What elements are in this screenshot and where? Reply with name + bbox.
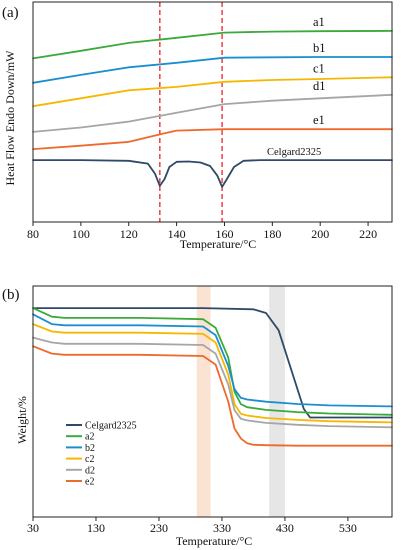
panel-a-x-axis-title: Temperature/°C — [180, 237, 257, 251]
panel-b-x-tick-label: 530 — [339, 521, 357, 535]
panel-a-plot-frame — [32, 1, 393, 223]
panel-b-label: (b) — [2, 287, 20, 303]
panel-b-legend-label-celgard2325: Celgard2325 — [85, 421, 137, 432]
panel-a-series-label-e1: e1 — [313, 113, 325, 127]
panel-a-x-tick-label: 220 — [359, 227, 377, 241]
panel-b-x-axis-title: Temperature/°C — [176, 534, 253, 548]
panel-b-highlight-band-2 — [269, 286, 285, 517]
panel-b-series-line-c2 — [32, 323, 393, 424]
panel-a-series-line-b1 — [32, 56, 393, 84]
panel-b-x-tick-label: 330 — [213, 521, 231, 535]
panel-b-x-tick-label: 430 — [276, 521, 294, 535]
panel-b-series-line-celgard2325 — [32, 307, 393, 419]
panel-b-x-tick-label: 130 — [87, 521, 105, 535]
panel-b-plot-frame — [32, 285, 393, 518]
panel-a-x-tick-label: 120 — [120, 227, 138, 241]
panel-a-y-axis-title: Heat Flow Endo Down/mW — [3, 50, 17, 186]
panel-b-legend-label-e2: e2 — [85, 477, 94, 488]
panel-a-series-label-b1: b1 — [313, 41, 326, 55]
panel-a-series-line-celgard2325 — [32, 159, 393, 188]
panel-a-x-tick-label: 200 — [311, 227, 329, 241]
panel-b-series-line-b2 — [32, 313, 393, 408]
panel-a-series-label-d1: d1 — [313, 79, 326, 93]
panel-b-y-axis-title: Weight/% — [15, 396, 29, 444]
panel-a-x-tick-label: 180 — [263, 227, 281, 241]
panel-b-tga-chart: (b) Weight/% Temperature/°C 30 130 230 330 4… — [2, 285, 393, 548]
panel-a-x-tick-label: 140 — [168, 227, 186, 241]
panel-b-legend-label-b2: b2 — [85, 443, 95, 454]
panel-b-legend-label-d2: d2 — [85, 465, 95, 476]
panel-b-x-tick-label: 230 — [150, 521, 168, 535]
panel-a-x-tick-label: 80 — [27, 227, 39, 241]
panel-a-series-line-a1 — [32, 30, 393, 60]
panel-a-series-label-a1: a1 — [313, 15, 325, 29]
panel-a-label: (a) — [2, 5, 19, 21]
panel-a-series-line-d1 — [32, 93, 393, 133]
panel-b-x-tick-label: 30 — [27, 521, 39, 535]
panel-a-series-label-celgard2325: Celgard2325 — [267, 147, 321, 158]
panel-b-highlight-band-1 — [196, 286, 211, 517]
panel-b-series-line-d2 — [32, 336, 393, 429]
panel-a-series-line-c1 — [32, 76, 393, 108]
panel-b-series-line-a2 — [32, 307, 393, 416]
panel-b-series-line-e2 — [32, 345, 393, 447]
panel-a-x-tick-label: 100 — [72, 227, 90, 241]
panel-a-x-tick-label: 160 — [215, 227, 233, 241]
panel-b-legend-label-c2: c2 — [85, 454, 94, 465]
panel-a-series-line-e1 — [32, 128, 393, 150]
panel-a-dsc-chart: (a) Heat Flow Endo Down/mW Temperature/°… — [2, 1, 393, 251]
panel-b-legend-label-a2: a2 — [85, 432, 94, 443]
panel-a-series-label-c1: c1 — [313, 61, 325, 75]
